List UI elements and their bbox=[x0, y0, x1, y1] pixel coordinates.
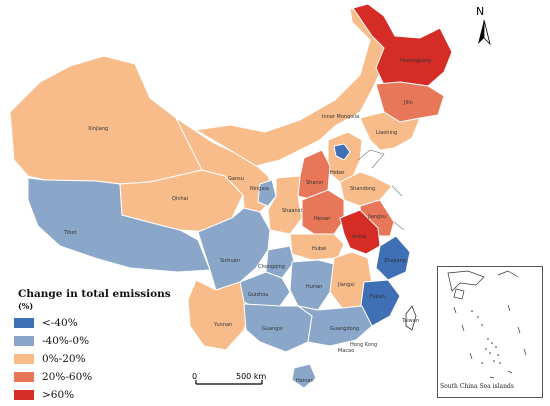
province-label-tibet: Tibet bbox=[63, 230, 77, 236]
province-label-shaanxi: Shaanxi bbox=[282, 208, 302, 214]
province-label-qinhai: Qinhai bbox=[172, 196, 188, 202]
province-label-jiangxi: Jiangxi bbox=[337, 282, 355, 288]
legend-swatch bbox=[14, 371, 34, 382]
legend-item-2: -40%-0% bbox=[14, 334, 89, 347]
province-label-guangxi: Guangxi bbox=[262, 326, 283, 332]
province-label-xinjiang: Xinjiang bbox=[88, 126, 108, 132]
legend-label: 20%-60% bbox=[42, 370, 93, 383]
province-label-chongqing: Chongqing bbox=[258, 264, 285, 270]
province-label-hainan: Hainan bbox=[296, 378, 314, 384]
legend-label: >60% bbox=[42, 388, 75, 401]
svg-text:N: N bbox=[476, 5, 484, 18]
province-label-inner-mongolia: Inner Mongolia bbox=[322, 114, 359, 120]
province-anhui bbox=[339, 209, 381, 255]
province-label-hunan: Hunan bbox=[306, 284, 322, 290]
province-chongqing bbox=[265, 245, 295, 279]
inset-south-china-sea bbox=[437, 266, 543, 398]
legend-title-text: Change in total emissions bbox=[18, 288, 171, 300]
scale-bar: 0 500 km bbox=[192, 372, 266, 385]
province-label-gansu: Gansu bbox=[228, 176, 244, 182]
province-hunan bbox=[289, 259, 335, 311]
province-label-liaoning: Liaoning bbox=[376, 130, 397, 136]
inset-label: South China Sea islands bbox=[440, 383, 514, 390]
province-label-hong-kong: Hong Kong bbox=[350, 342, 377, 348]
province-xinjiang bbox=[9, 55, 203, 185]
province-henan bbox=[301, 189, 345, 235]
province-label-hubei: Hubei bbox=[312, 246, 327, 252]
legend-title: Change in total emissions (%) bbox=[18, 288, 171, 312]
province-heilongjiang bbox=[352, 3, 453, 87]
province-zhejiang bbox=[375, 235, 411, 281]
province-hubei bbox=[289, 233, 345, 261]
province-hainan bbox=[291, 363, 317, 389]
province-liaoning bbox=[359, 111, 421, 151]
legend-item-4: 20%-60% bbox=[14, 370, 92, 383]
north-arrow: N bbox=[476, 5, 491, 46]
province-label-anhui: Anhui bbox=[352, 234, 366, 240]
province-label-macao: Macao bbox=[338, 348, 354, 354]
legend-label: 0%-20% bbox=[42, 352, 86, 365]
coastline bbox=[357, 149, 405, 231]
province-label-guangdong: Guangdong bbox=[330, 326, 359, 332]
svg-text:0: 0 bbox=[192, 372, 197, 381]
province-label-shandong: Shandong bbox=[350, 186, 375, 192]
legend-swatch bbox=[14, 389, 34, 400]
legend-label: <-40% bbox=[42, 316, 78, 329]
province-label-yunnan: Yunnan bbox=[213, 322, 232, 328]
province-label-taiwan: Taiwan bbox=[401, 318, 419, 324]
legend-swatch bbox=[14, 317, 34, 328]
province-label-ningxia: Ningxia bbox=[250, 186, 269, 192]
svg-text:500 km: 500 km bbox=[236, 372, 266, 381]
province-label-guizhou: Guizhou bbox=[248, 292, 268, 298]
province-label-heilongjiang: Heilongjiang bbox=[400, 58, 431, 64]
province-label-sichuan: Sichuan bbox=[220, 258, 240, 264]
legend-swatch bbox=[14, 335, 34, 346]
legend-item-5: >60% bbox=[14, 388, 74, 401]
province-ningxia bbox=[257, 179, 277, 207]
legend-swatch bbox=[14, 353, 34, 364]
province-beijing bbox=[333, 143, 351, 161]
province-guizhou bbox=[239, 271, 291, 309]
province-tibet bbox=[27, 177, 211, 273]
province-shandong bbox=[339, 171, 393, 207]
province-guangdong bbox=[297, 305, 373, 347]
province-label-hebei: Hebei bbox=[330, 170, 344, 176]
province-label-shanxi: Shanxi bbox=[306, 180, 323, 186]
province-label-jilin: Jilin bbox=[403, 100, 413, 106]
island-taiwan bbox=[405, 305, 417, 331]
province-label-jiangsu: Jiangsu bbox=[367, 214, 386, 220]
province-label-henan: Henan bbox=[314, 216, 330, 222]
legend-item-3: 0%-20% bbox=[14, 352, 86, 365]
province-label-zhejiang: Zhejiang bbox=[384, 258, 406, 264]
province-yunnan bbox=[187, 279, 253, 351]
legend-unit: (%) bbox=[18, 301, 34, 311]
inset-map bbox=[447, 270, 527, 379]
legend-item-1: <-40% bbox=[14, 316, 78, 329]
legend-label: -40%-0% bbox=[42, 334, 90, 347]
province-label-fujian: Fujian bbox=[370, 294, 385, 300]
